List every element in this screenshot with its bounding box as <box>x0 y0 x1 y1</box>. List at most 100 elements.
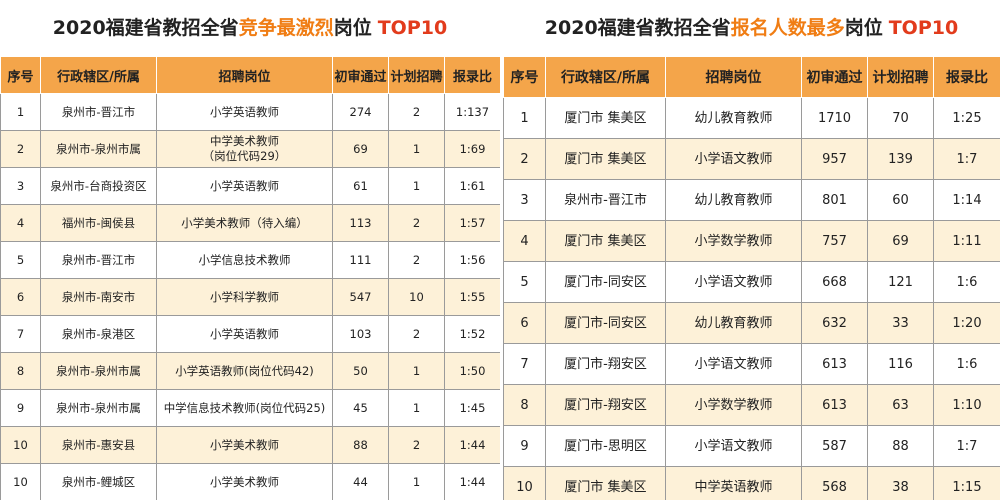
right-header-rank: 序号 <box>503 56 546 98</box>
panel-divider <box>500 0 503 500</box>
cell-planned: 121 <box>867 261 934 303</box>
table-row: 3 泉州市-晋江市 幼儿教育教师 801 60 1:14 <box>503 179 1000 221</box>
cell-ratio: 1:50 <box>444 352 500 390</box>
cell-position: 小学信息技术教师 <box>156 241 333 279</box>
cell-district: 厦门市-翔安区 <box>545 343 666 385</box>
cell-ratio: 1:20 <box>933 302 1000 344</box>
left-header-row: 序号 行政辖区/所属 招聘岗位 初审通过 计划招聘 报录比 <box>0 56 500 94</box>
left-title: 2020福建省教招全省竞争最激烈岗位 TOP10 <box>0 0 500 56</box>
cell-ratio: 1:44 <box>444 463 500 500</box>
table-row: 2 厦门市 集美区 小学语文教师 957 139 1:7 <box>503 138 1000 180</box>
cell-planned: 2 <box>388 93 445 131</box>
cell-district: 泉州市-晋江市 <box>40 93 157 131</box>
applicants-table: 序号 行政辖区/所属 招聘岗位 初审通过 计划招聘 报录比 1 厦门市 集美区 幼儿教育教师 1… <box>503 56 1000 500</box>
cell-district: 泉州市-台商投资区 <box>40 167 157 205</box>
cell-rank: 7 <box>503 343 546 385</box>
cell-planned: 63 <box>867 384 934 426</box>
cell-planned: 2 <box>388 426 445 464</box>
left-title-prefix: 2020福建省教招全省 <box>52 17 239 39</box>
cell-district: 泉州市-晋江市 <box>545 179 666 221</box>
cell-approved: 587 <box>801 425 868 467</box>
cell-planned: 69 <box>867 220 934 262</box>
cell-ratio: 1:15 <box>933 466 1000 500</box>
cell-rank: 7 <box>0 315 41 353</box>
right-title-highlight: 报名人数最多 <box>730 17 845 39</box>
cell-ratio: 1:44 <box>444 426 500 464</box>
cell-planned: 10 <box>388 278 445 316</box>
cell-rank: 2 <box>0 130 41 168</box>
cell-planned: 116 <box>867 343 934 385</box>
cell-rank: 2 <box>503 138 546 180</box>
cell-ratio: 1:137 <box>444 93 500 131</box>
cell-ratio: 1:55 <box>444 278 500 316</box>
cell-approved: 801 <box>801 179 868 221</box>
cell-rank: 5 <box>503 261 546 303</box>
table-row: 7 厦门市-翔安区 小学语文教师 613 116 1:6 <box>503 343 1000 385</box>
cell-position: 小学语文教师 <box>665 425 802 467</box>
cell-approved: 45 <box>332 389 389 427</box>
cell-position: 小学数学教师 <box>665 220 802 262</box>
table-row: 9 厦门市-思明区 小学语文教师 587 88 1:7 <box>503 425 1000 467</box>
right-header-ratio: 报录比 <box>933 56 1000 98</box>
cell-approved: 113 <box>332 204 389 242</box>
left-header-position: 招聘岗位 <box>156 56 333 94</box>
left-header-district: 行政辖区/所属 <box>40 56 157 94</box>
cell-position: 中学英语教师 <box>665 466 802 500</box>
left-panel: 2020福建省教招全省竞争最激烈岗位 TOP10 序号 行政辖区/所属 招聘岗位 初审通… <box>0 0 500 500</box>
cell-ratio: 1:11 <box>933 220 1000 262</box>
right-title-prefix: 2020福建省教招全省 <box>544 17 731 39</box>
cell-planned: 1 <box>388 167 445 205</box>
table-row: 1 厦门市 集美区 幼儿教育教师 1710 70 1:25 <box>503 97 1000 139</box>
cell-ratio: 1:6 <box>933 343 1000 385</box>
cell-district: 泉州市-南安市 <box>40 278 157 316</box>
cell-approved: 69 <box>332 130 389 168</box>
cell-rank: 3 <box>503 179 546 221</box>
cell-planned: 139 <box>867 138 934 180</box>
cell-ratio: 1:6 <box>933 261 1000 303</box>
table-row: 10 泉州市-鲤城区 小学美术教师 44 1 1:44 <box>0 463 500 500</box>
cell-approved: 613 <box>801 343 868 385</box>
cell-position: 小学语文教师 <box>665 261 802 303</box>
cell-position: 小学语文教师 <box>665 138 802 180</box>
cell-position: 小学美术教师 <box>156 463 333 500</box>
cell-approved: 61 <box>332 167 389 205</box>
cell-planned: 88 <box>867 425 934 467</box>
cell-rank: 5 <box>0 241 41 279</box>
cell-approved: 111 <box>332 241 389 279</box>
cell-planned: 70 <box>867 97 934 139</box>
cell-district: 泉州市-泉港区 <box>40 315 157 353</box>
left-title-highlight: 竞争最激烈 <box>238 17 334 39</box>
table-row: 10 厦门市 集美区 中学英语教师 568 38 1:15 <box>503 466 1000 500</box>
right-table-body: 1 厦门市 集美区 幼儿教育教师 1710 70 1:25 2 厦门市 集美区 小学语文教师 95… <box>503 97 1000 500</box>
cell-rank: 6 <box>503 302 546 344</box>
cell-position: 小学数学教师 <box>665 384 802 426</box>
cell-ratio: 1:25 <box>933 97 1000 139</box>
cell-rank: 6 <box>0 278 41 316</box>
cell-district: 厦门市 集美区 <box>545 97 666 139</box>
competition-table: 序号 行政辖区/所属 招聘岗位 初审通过 计划招聘 报录比 1 泉州市-晋江市 小学英语教师 2… <box>0 56 500 500</box>
cell-ratio: 1:14 <box>933 179 1000 221</box>
cell-district: 泉州市-鲤城区 <box>40 463 157 500</box>
cell-ratio: 1:7 <box>933 425 1000 467</box>
cell-position: 小学科学教师 <box>156 278 333 316</box>
cell-approved: 274 <box>332 93 389 131</box>
cell-approved: 957 <box>801 138 868 180</box>
cell-rank: 3 <box>0 167 41 205</box>
cell-planned: 1 <box>388 352 445 390</box>
table-row: 5 泉州市-晋江市 小学信息技术教师 111 2 1:56 <box>0 241 500 279</box>
cell-position: 小学英语教师(岗位代码42) <box>156 352 333 390</box>
right-panel: 2020福建省教招全省报名人数最多岗位 TOP10 序号 行政辖区/所属 招聘岗位 初审… <box>503 0 1000 500</box>
cell-district: 泉州市-晋江市 <box>40 241 157 279</box>
cell-planned: 2 <box>388 315 445 353</box>
cell-ratio: 1:57 <box>444 204 500 242</box>
table-row: 8 泉州市-泉州市属 小学英语教师(岗位代码42) 50 1 1:50 <box>0 352 500 390</box>
cell-approved: 44 <box>332 463 389 500</box>
table-row: 1 泉州市-晋江市 小学英语教师 274 2 1:137 <box>0 93 500 131</box>
cell-district: 厦门市-思明区 <box>545 425 666 467</box>
right-header-row: 序号 行政辖区/所属 招聘岗位 初审通过 计划招聘 报录比 <box>503 56 1000 98</box>
table-row: 2 泉州市-泉州市属 中学美术教师 （岗位代码29） 69 1 1:69 <box>0 130 500 168</box>
cell-planned: 2 <box>388 241 445 279</box>
table-row: 4 厦门市 集美区 小学数学教师 757 69 1:11 <box>503 220 1000 262</box>
right-header-planned: 计划招聘 <box>867 56 934 98</box>
